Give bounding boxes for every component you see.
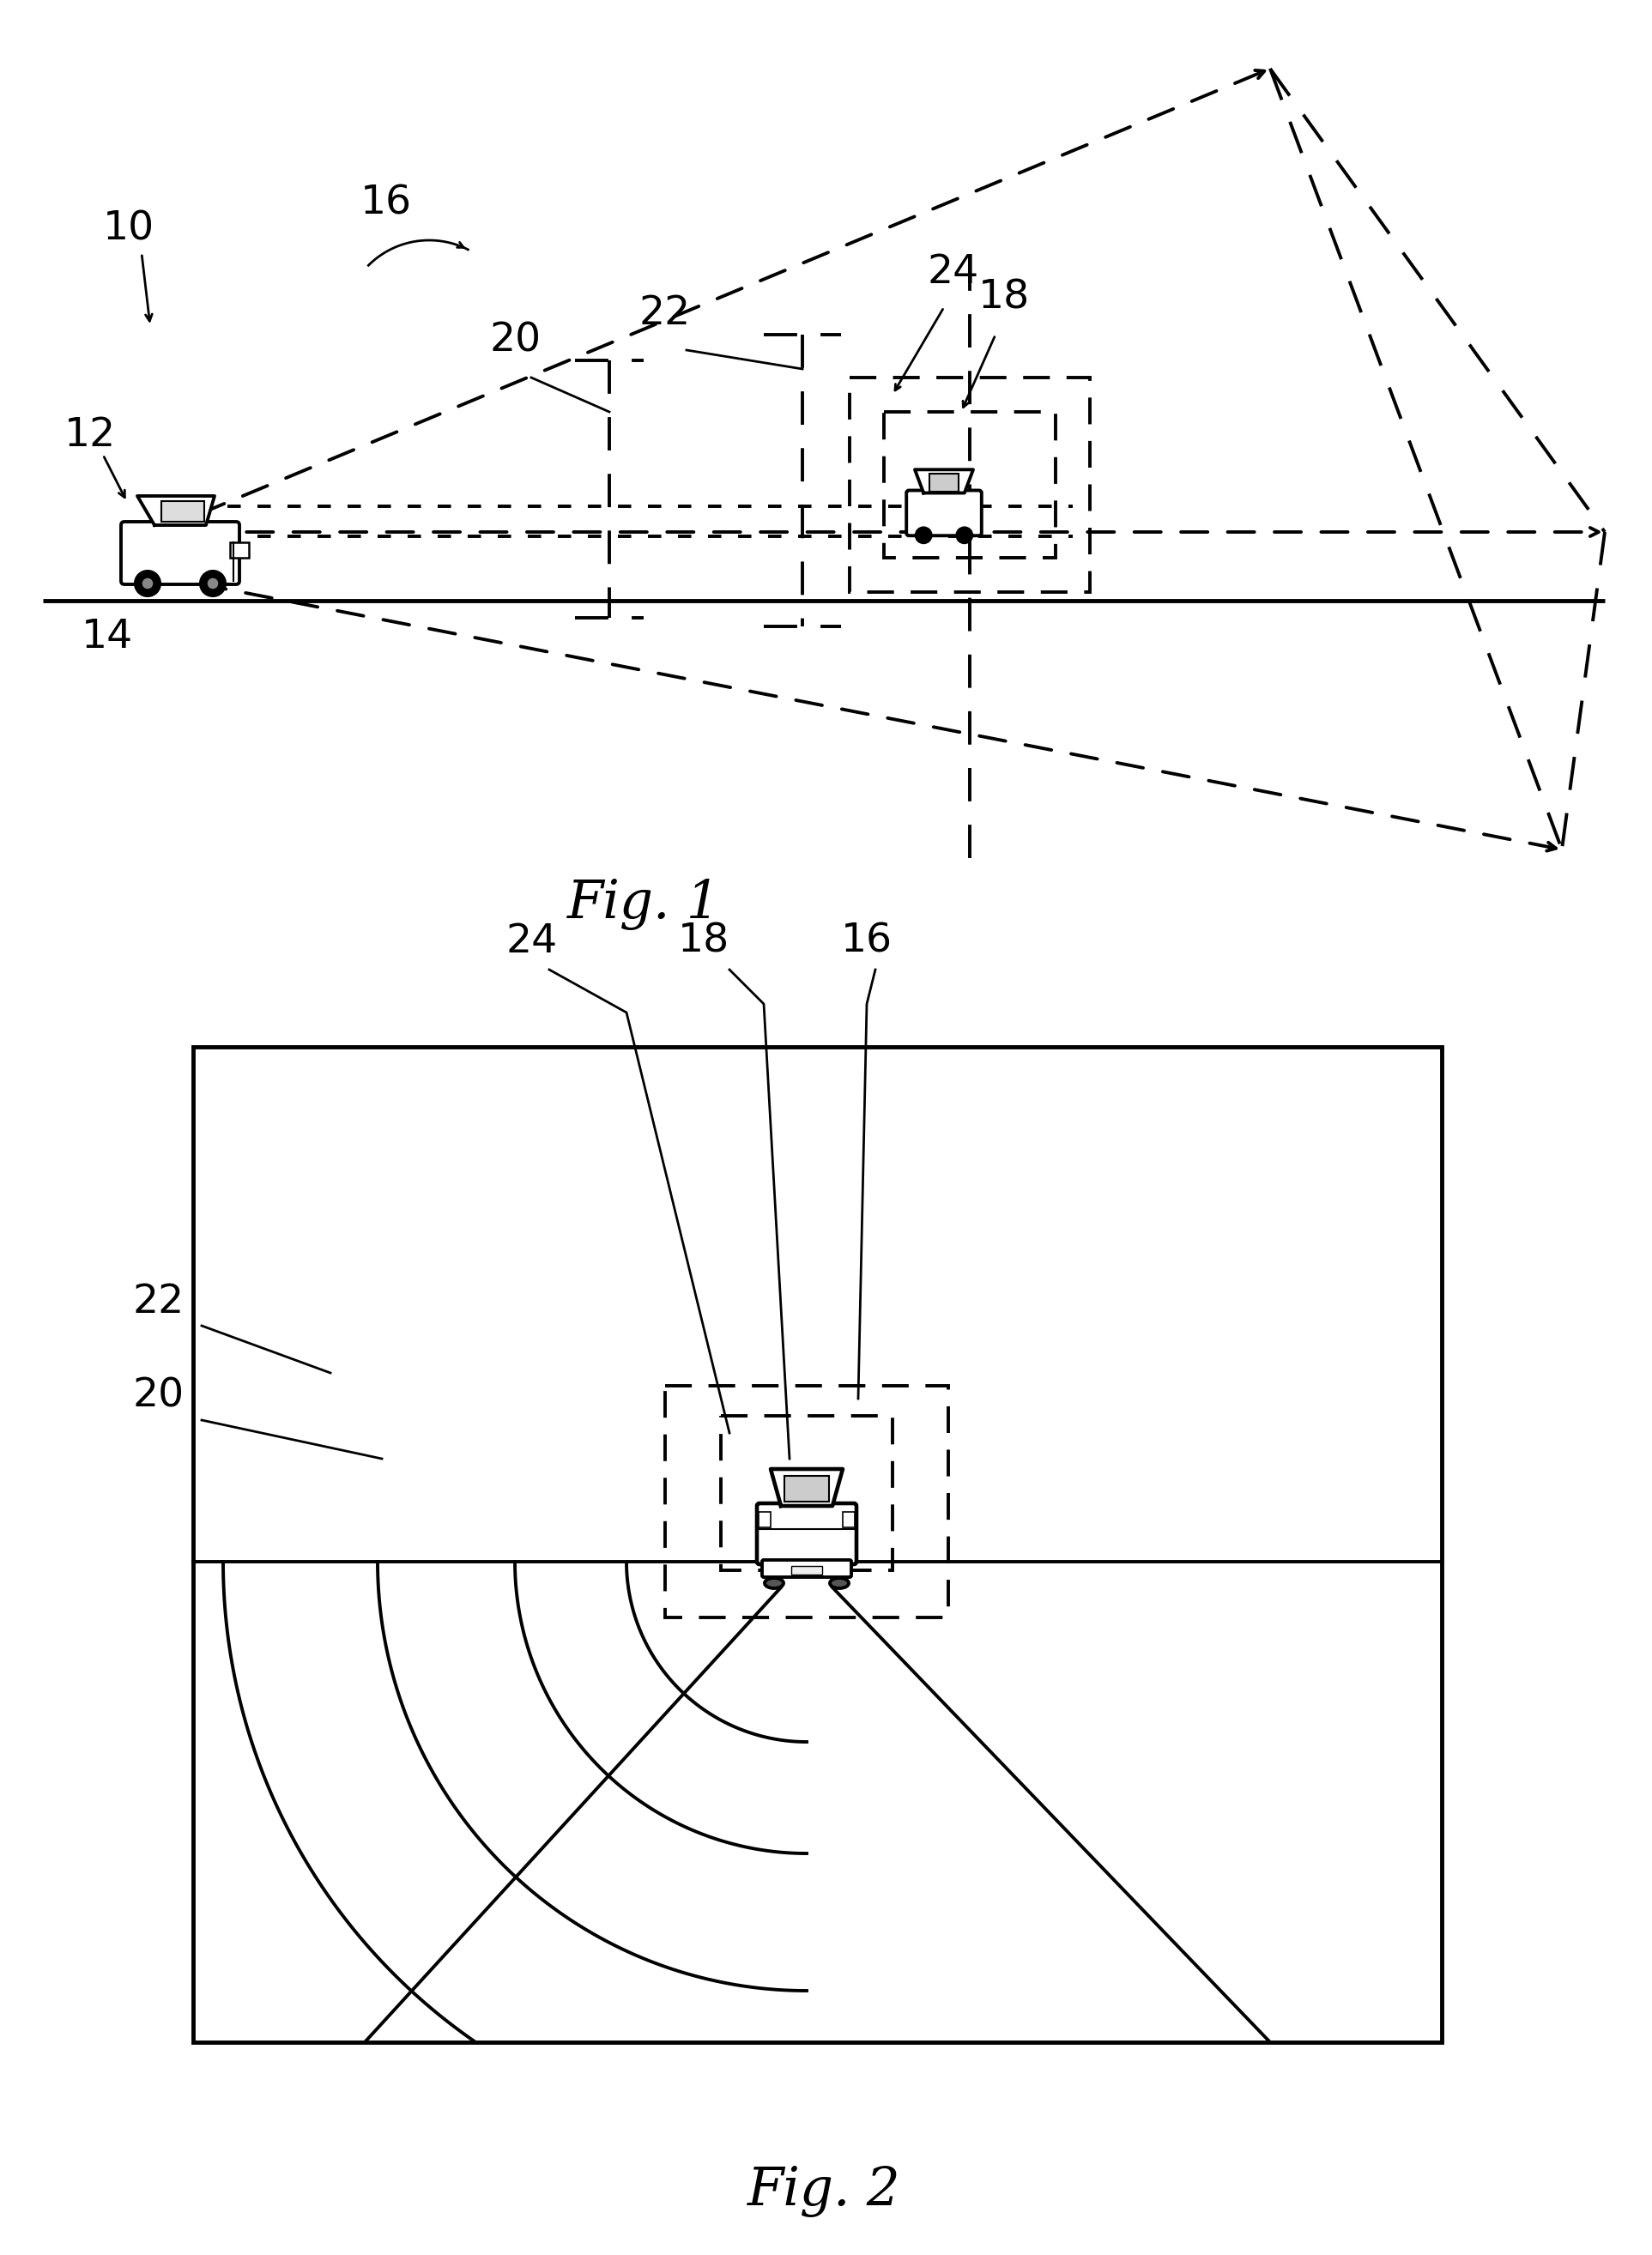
Text: 22: 22 xyxy=(639,295,691,334)
Text: 22: 22 xyxy=(132,1283,185,1321)
Text: 16: 16 xyxy=(841,922,892,961)
Bar xyxy=(193,1046,1442,2043)
Circle shape xyxy=(957,528,973,543)
Bar xyxy=(758,1511,770,1527)
Text: 18: 18 xyxy=(677,922,730,961)
Text: Fig. 1: Fig. 1 xyxy=(567,879,720,929)
Circle shape xyxy=(206,577,218,589)
Text: 14: 14 xyxy=(81,618,134,656)
Text: 12: 12 xyxy=(64,417,116,456)
Bar xyxy=(230,541,249,557)
Bar xyxy=(720,1416,892,1569)
Bar xyxy=(849,377,1090,593)
Bar xyxy=(843,1511,854,1527)
Text: 20: 20 xyxy=(132,1378,185,1416)
Bar xyxy=(930,474,958,492)
Text: 18: 18 xyxy=(978,280,1031,318)
Text: 10: 10 xyxy=(102,210,155,248)
Circle shape xyxy=(135,571,160,595)
Circle shape xyxy=(915,528,932,543)
FancyBboxPatch shape xyxy=(757,1504,856,1565)
Polygon shape xyxy=(137,496,215,525)
Text: Fig. 2: Fig. 2 xyxy=(747,2165,900,2217)
Bar xyxy=(666,1387,948,1617)
Circle shape xyxy=(142,577,154,589)
Text: 20: 20 xyxy=(489,322,540,361)
Circle shape xyxy=(200,571,226,595)
FancyBboxPatch shape xyxy=(907,489,981,537)
Bar xyxy=(785,1475,829,1502)
Text: 24: 24 xyxy=(927,253,978,291)
Ellipse shape xyxy=(829,1578,849,1588)
Bar xyxy=(162,501,205,521)
Text: 24: 24 xyxy=(506,922,558,961)
FancyBboxPatch shape xyxy=(121,521,240,584)
Bar xyxy=(791,1565,823,1574)
Ellipse shape xyxy=(765,1578,783,1588)
Polygon shape xyxy=(915,469,973,494)
Text: 16: 16 xyxy=(360,185,411,223)
Polygon shape xyxy=(770,1468,843,1506)
FancyBboxPatch shape xyxy=(762,1560,851,1576)
Bar xyxy=(884,413,1056,557)
